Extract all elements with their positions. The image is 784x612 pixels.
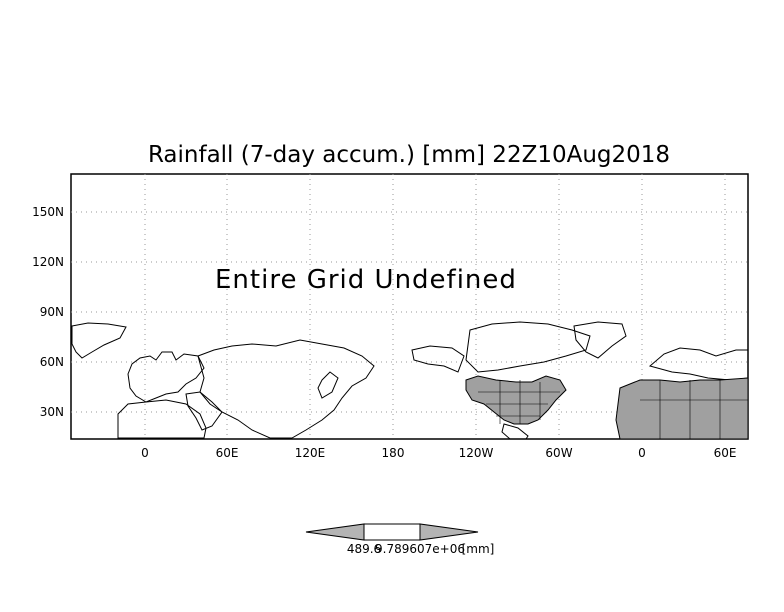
- colorbar-center-value: 9.789607e+06: [375, 542, 465, 556]
- shaded-land: [465, 375, 749, 440]
- lon-label-60e-repeat: 60E: [714, 446, 737, 460]
- africa-shaded: [615, 377, 749, 440]
- borders: [478, 380, 748, 439]
- canada-arctic: [465, 321, 591, 373]
- lon-labels: 0 60E 120E 180 120W 60W 0 60E: [141, 446, 736, 460]
- colorbar-middle-box: [363, 523, 421, 541]
- lon-label-180: 180: [382, 446, 405, 460]
- colorbar-left-triangle: [305, 523, 365, 541]
- lon-label-120e: 120E: [295, 446, 326, 460]
- lon-label-120w: 120W: [459, 446, 494, 460]
- lat-labels: 150N 120N 90N 60N 30N: [32, 205, 64, 419]
- lon-label-0-repeat: 0: [638, 446, 646, 460]
- scandinavia-right: [648, 347, 749, 381]
- alaska-coast: [411, 345, 465, 373]
- lat-label-60n: 60N: [40, 355, 64, 369]
- colorbar-units: [mm]: [462, 542, 495, 556]
- north-america-shaded: [465, 375, 567, 425]
- colorbar-right-triangle: [419, 523, 479, 541]
- colorbar: 489.6 9.789607e+06 [mm]: [305, 523, 495, 556]
- greenland-west: [71, 322, 127, 359]
- lon-label-60w: 60W: [545, 446, 572, 460]
- africa-north: [117, 399, 207, 439]
- map-title: Rainfall (7-day accum.) [mm] 22Z10Aug201…: [148, 142, 670, 168]
- lon-label-60e: 60E: [216, 446, 239, 460]
- lon-label-0: 0: [141, 446, 149, 460]
- lat-label-90n: 90N: [40, 305, 64, 319]
- greenland-east: [573, 321, 627, 359]
- lat-label-150n: 150N: [32, 205, 64, 219]
- colorbar-left-value: 489.6: [347, 542, 381, 556]
- lat-label-30n: 30N: [40, 405, 64, 419]
- undefined-message: Entire Grid Undefined: [215, 265, 517, 295]
- japan-islands: [317, 371, 339, 399]
- lat-label-120n: 120N: [32, 255, 64, 269]
- middle-east: [185, 391, 223, 431]
- central-america: [501, 423, 529, 440]
- coastlines: [71, 321, 749, 440]
